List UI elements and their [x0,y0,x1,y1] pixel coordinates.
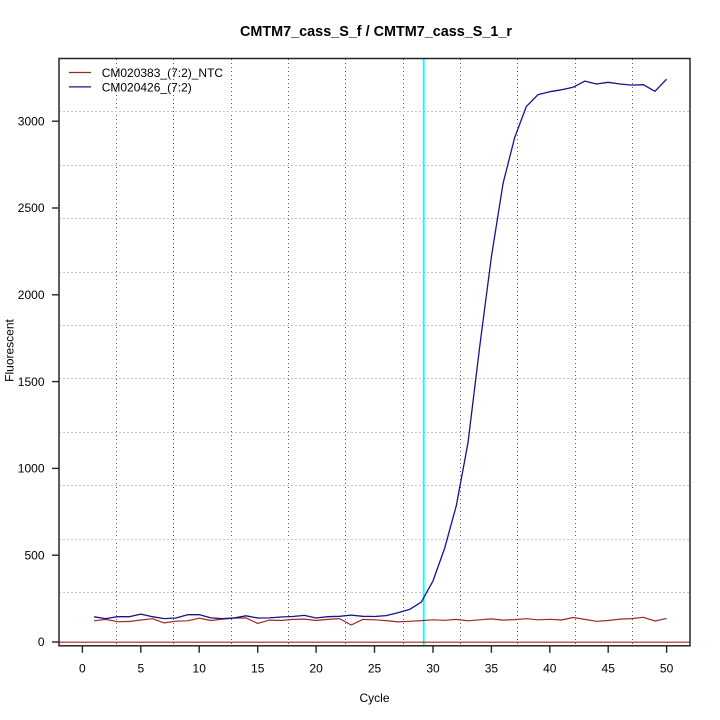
svg-text:20: 20 [309,661,323,675]
svg-text:Cycle: Cycle [359,691,389,705]
svg-text:15: 15 [251,661,265,675]
svg-text:CM020426_(7:2): CM020426_(7:2) [102,81,192,95]
svg-text:35: 35 [485,661,499,675]
svg-text:5: 5 [137,661,144,675]
svg-text:3000: 3000 [18,114,45,128]
svg-text:1000: 1000 [18,462,45,476]
svg-text:30: 30 [426,661,440,675]
svg-text:0: 0 [79,661,86,675]
svg-text:50: 50 [660,661,674,675]
svg-text:25: 25 [368,661,382,675]
svg-text:500: 500 [24,548,44,562]
svg-text:45: 45 [602,661,616,675]
svg-text:2000: 2000 [18,288,45,302]
svg-text:0: 0 [38,635,45,649]
svg-text:1500: 1500 [18,375,45,389]
svg-text:10: 10 [193,661,207,675]
svg-text:40: 40 [543,661,557,675]
svg-text:2500: 2500 [18,201,45,215]
svg-text:CM020383_(7:2)_NTC: CM020383_(7:2)_NTC [102,66,224,80]
svg-text:Fluorescent: Fluorescent [3,318,17,381]
svg-text:CMTM7_cass_S_f / CMTM7_cass_S_: CMTM7_cass_S_f / CMTM7_cass_S_1_r [240,24,512,40]
